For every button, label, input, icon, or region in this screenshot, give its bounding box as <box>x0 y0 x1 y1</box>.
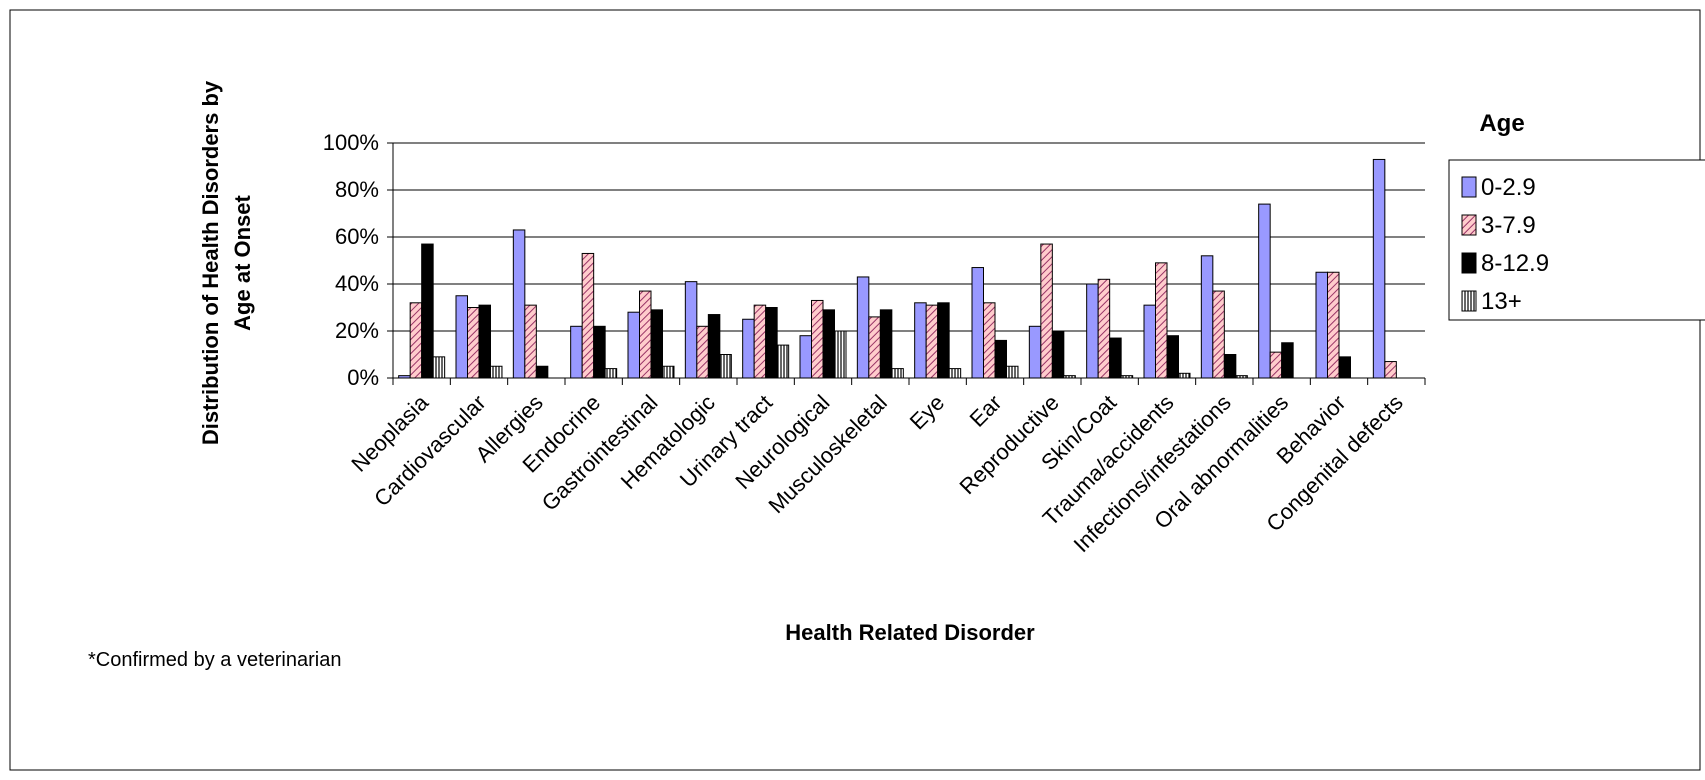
legend-label: 8-12.9 <box>1481 250 1549 277</box>
legend-swatch <box>1461 176 1477 198</box>
bar <box>1143 304 1156 379</box>
bar <box>1384 361 1397 379</box>
bar <box>1178 372 1191 379</box>
bar <box>1097 278 1111 379</box>
legend-label: 3-7.9 <box>1481 212 1536 239</box>
bar <box>868 316 881 379</box>
bar <box>662 365 675 379</box>
bar <box>512 229 526 379</box>
bar <box>432 356 446 379</box>
bar <box>627 311 640 379</box>
y-tick-label: 100% <box>323 130 379 155</box>
gridlines <box>393 142 1425 332</box>
legend: 0-2.9 3-7.9 8-12.9 13+ <box>1461 174 1549 315</box>
bar <box>650 309 663 379</box>
bar <box>971 267 984 379</box>
bar <box>1315 271 1328 379</box>
bar <box>1269 351 1283 379</box>
bar <box>822 309 835 379</box>
bar <box>421 243 434 379</box>
bar <box>1258 203 1271 379</box>
bar <box>994 339 1007 379</box>
bar <box>879 309 893 379</box>
x-axis-title: Health Related Disorder <box>785 620 1035 645</box>
legend-label: 0-2.9 <box>1481 174 1536 201</box>
bar <box>639 290 652 379</box>
bar <box>742 318 755 379</box>
bar <box>490 365 503 379</box>
bar <box>937 302 950 379</box>
bar <box>684 281 698 379</box>
bar <box>1006 365 1019 379</box>
bar <box>1086 283 1099 379</box>
bar <box>455 295 468 379</box>
legend-title: Age <box>1479 110 1524 137</box>
bar <box>799 335 812 379</box>
bar <box>593 325 606 379</box>
y-tick-label: 40% <box>335 271 379 296</box>
bar <box>1327 271 1340 379</box>
bar <box>983 302 996 379</box>
bar <box>856 276 870 379</box>
y-tick-label: 0% <box>347 365 379 390</box>
bar <box>925 304 939 379</box>
legend-swatch <box>1461 290 1477 312</box>
bar <box>524 304 537 379</box>
y-axis-title-line1: Distribution of Health Disorders by <box>198 80 223 445</box>
bar <box>914 302 927 379</box>
axes: 0% 20% 40% 60% 80% 100% <box>323 130 1426 390</box>
legend-swatch <box>1461 214 1477 236</box>
legend-label: 13+ <box>1481 288 1522 315</box>
bar <box>478 304 491 379</box>
bar <box>1338 356 1351 379</box>
legend-box <box>1448 159 1705 321</box>
outer-frame <box>9 9 1701 771</box>
bar <box>604 368 618 379</box>
bar <box>765 307 778 379</box>
legend-swatch <box>1461 252 1477 274</box>
y-tick-label: 60% <box>335 224 379 249</box>
bar <box>1109 337 1122 379</box>
y-tick-label: 80% <box>335 177 379 202</box>
bar <box>1212 290 1225 379</box>
footnote: *Confirmed by a veterinarian <box>88 649 341 671</box>
bar <box>581 252 595 379</box>
bar <box>535 365 549 379</box>
bar <box>1051 330 1065 379</box>
bar <box>1155 262 1168 379</box>
y-axis-title-line2: Age at Onset <box>230 194 255 330</box>
bar <box>1040 243 1053 379</box>
bar <box>707 314 721 379</box>
bar <box>834 330 847 379</box>
bar <box>1281 342 1294 379</box>
bar <box>696 325 709 379</box>
bar <box>409 302 423 379</box>
bar <box>467 307 480 379</box>
bar <box>891 368 904 379</box>
bar <box>719 354 732 379</box>
bar <box>776 344 790 379</box>
bar <box>1200 255 1214 379</box>
bar <box>753 304 767 379</box>
y-tick-label: 20% <box>335 318 379 343</box>
bar <box>1223 354 1237 379</box>
bar <box>1028 325 1042 379</box>
bar <box>1372 158 1386 379</box>
bar <box>811 299 824 379</box>
bar <box>1166 335 1179 379</box>
bar <box>570 325 583 379</box>
bar <box>948 368 962 379</box>
